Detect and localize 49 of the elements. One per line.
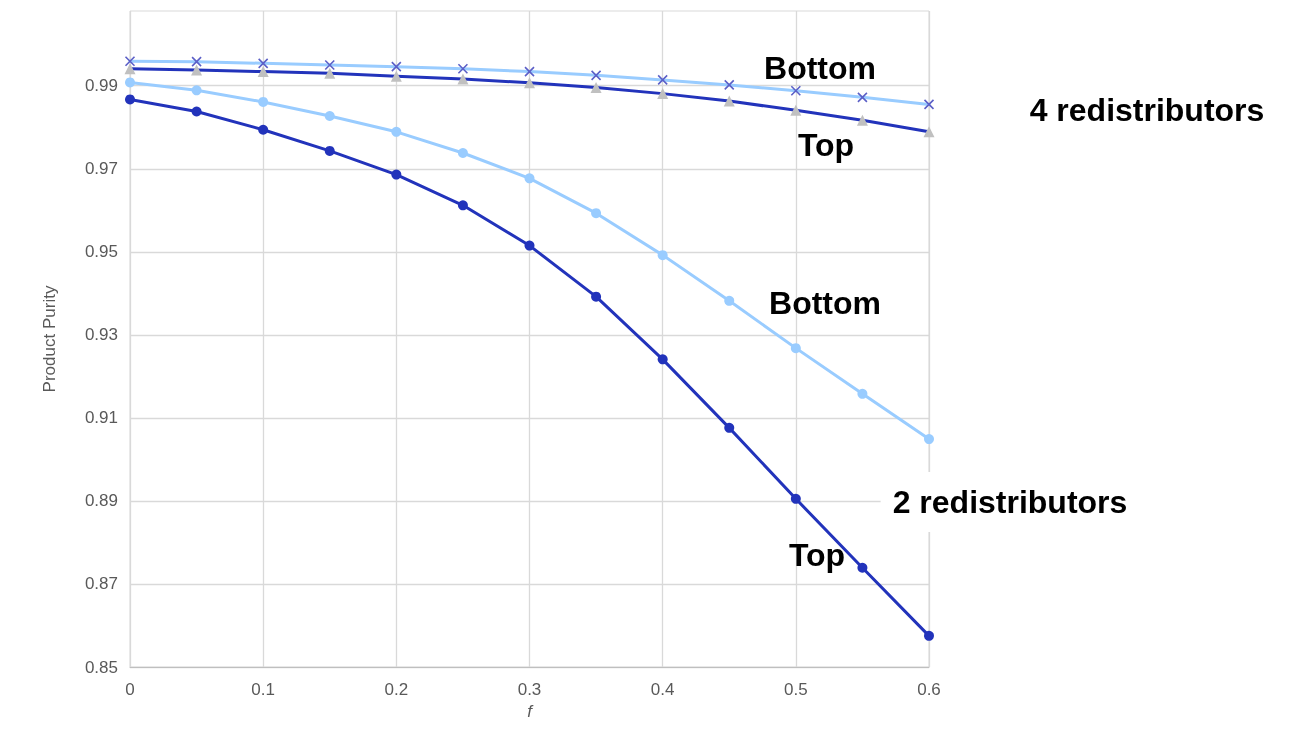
point [924,630,934,641]
point [857,562,868,573]
x-tick-label: 0.5 [784,680,808,699]
point [191,106,202,117]
point [125,77,135,88]
point [591,291,602,302]
x-tick-label: 0.1 [251,680,275,699]
point [258,96,269,107]
x-tick-label: 0.2 [384,680,409,699]
x-tick-label: 0 [125,680,135,699]
point [724,295,735,306]
point [457,200,468,211]
point [191,85,202,96]
x-tick-label: 0.4 [650,680,675,699]
x-tick-label: 0.3 [517,680,542,699]
point [924,434,934,445]
y-tick-label: 0.93 [84,325,118,345]
point [857,388,868,399]
point [391,169,402,180]
annotation: Bottom [764,50,876,86]
x-tick-label: 0.6 [917,680,941,699]
annotation: Top [797,127,855,163]
y-tick-label: 0.99 [84,76,118,96]
y-tick-label: 0.97 [84,159,118,179]
point [524,240,535,251]
point [125,94,135,105]
annotation: 2 redistributors [892,484,1128,520]
y-tick-label: 0.89 [84,491,118,511]
x-axis-title: f [527,701,535,721]
point [457,148,468,158]
point [324,145,335,156]
y-axis-title: Product Purity [40,285,59,393]
y-tick-label: 0.95 [84,242,118,262]
y-tick-label: 0.87 [84,574,118,594]
y-tick-label: 0.85 [84,657,118,677]
point [657,354,668,365]
text: 4 redistributors [1029,92,1265,128]
point [324,111,335,122]
annotation: Bottom [769,285,881,321]
point [524,173,535,184]
annotation: Top [788,537,846,573]
y-tick-label: 0.91 [84,408,118,428]
point [790,493,801,504]
point [790,343,801,354]
point [258,124,269,135]
point [591,208,602,219]
point [724,422,735,433]
point [391,126,402,137]
point [657,250,668,261]
